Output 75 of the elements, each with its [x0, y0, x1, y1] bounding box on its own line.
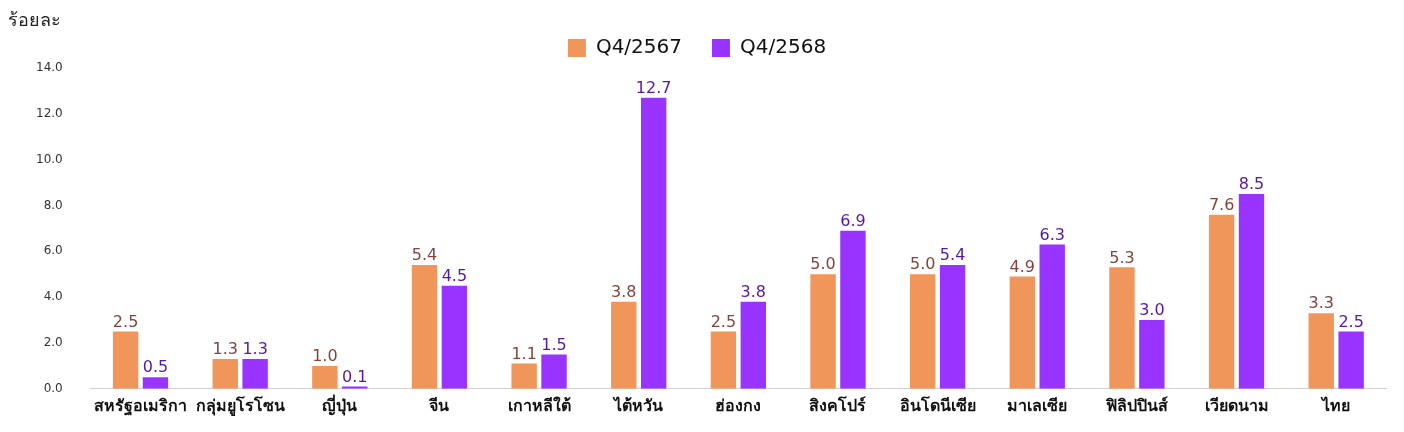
x-tick-label: ฮ่องกง — [715, 395, 762, 415]
bar — [1338, 331, 1364, 389]
x-tick-label: กลุ่มยูโรโซน — [195, 394, 285, 417]
y-tick-label: 4.0 — [43, 289, 63, 304]
data-label: 3.8 — [611, 281, 637, 301]
data-label: 3.3 — [1308, 293, 1334, 313]
data-label: 1.1 — [511, 343, 537, 363]
x-tick-label: สิงคโปร์ — [809, 394, 867, 415]
x-tick-label: อินโดนีเซีย — [899, 394, 976, 415]
data-label: 6.9 — [840, 210, 866, 230]
x-tick-label: เวียดนาม — [1204, 395, 1269, 415]
x-tick-label: ญี่ปุ่น — [322, 393, 358, 416]
data-label: 4.9 — [1009, 256, 1036, 276]
legend-label: Q4/2567 — [595, 34, 683, 59]
bar — [740, 301, 767, 389]
bar — [611, 301, 637, 389]
bar — [710, 331, 737, 389]
data-label: 4.5 — [441, 265, 468, 285]
bar — [541, 354, 567, 389]
data-label: 6.3 — [1039, 224, 1065, 244]
x-tick-label: มาเลเซีย — [1007, 395, 1068, 415]
x-tick-label: ฟิลิปปินส์ — [1104, 395, 1168, 415]
bar — [810, 274, 836, 389]
y-axis-title: ร้อยละ — [8, 8, 61, 30]
y-tick-label: 14.0 — [36, 60, 63, 75]
x-tick-label: เกาหลีใต้ — [507, 395, 571, 415]
bar — [1308, 313, 1334, 389]
y-tick-label: 8.0 — [43, 197, 63, 212]
bar — [909, 274, 936, 389]
bar — [640, 97, 667, 389]
data-label: 7.6 — [1208, 194, 1235, 214]
bar — [1139, 320, 1165, 389]
bar — [112, 331, 139, 389]
bar — [1009, 276, 1036, 389]
data-label: 5.4 — [411, 245, 438, 265]
x-tick-label: ไต้หวัน — [612, 395, 664, 415]
data-label: 1.3 — [212, 339, 238, 359]
data-label: 12.7 — [635, 77, 672, 97]
bar — [242, 359, 268, 389]
data-label: 5.0 — [909, 254, 936, 274]
data-label: 1.5 — [541, 334, 567, 354]
bar — [142, 377, 169, 389]
data-label: 1.0 — [312, 346, 338, 366]
bar — [411, 265, 438, 389]
x-tick-label: สหรัฐอเมริกา — [94, 395, 188, 416]
bar — [1039, 244, 1065, 389]
y-tick-label: 12.0 — [36, 105, 63, 120]
data-label: 1.3 — [242, 339, 268, 359]
data-label: 2.5 — [112, 311, 139, 331]
bar — [1238, 194, 1265, 389]
data-label: 5.3 — [1109, 247, 1135, 267]
bar — [312, 365, 338, 389]
x-tick-label: จีน — [428, 395, 450, 415]
bar — [511, 363, 537, 389]
bar — [212, 359, 238, 389]
data-label: 5.0 — [810, 254, 836, 274]
data-label: 3.0 — [1139, 300, 1165, 320]
y-tick-label: 2.0 — [43, 335, 63, 350]
data-label: 5.4 — [939, 245, 966, 265]
bar — [1208, 214, 1235, 389]
y-tick-label: 10.0 — [36, 151, 63, 166]
bar — [441, 285, 468, 389]
bar — [939, 265, 966, 389]
data-label: 8.5 — [1238, 174, 1265, 194]
bar — [840, 230, 866, 389]
bar — [1109, 267, 1135, 389]
y-tick-label: 6.0 — [43, 243, 63, 258]
data-label: 3.8 — [740, 281, 767, 301]
legend-label: Q4/2568 — [740, 34, 827, 59]
y-tick-label: 0.0 — [43, 380, 63, 395]
x-tick-label: ไทย — [1320, 395, 1351, 415]
data-label: 2.5 — [1338, 311, 1364, 331]
data-label: 0.1 — [342, 366, 368, 386]
data-label: 2.5 — [710, 311, 737, 331]
data-label: 0.5 — [142, 357, 169, 377]
